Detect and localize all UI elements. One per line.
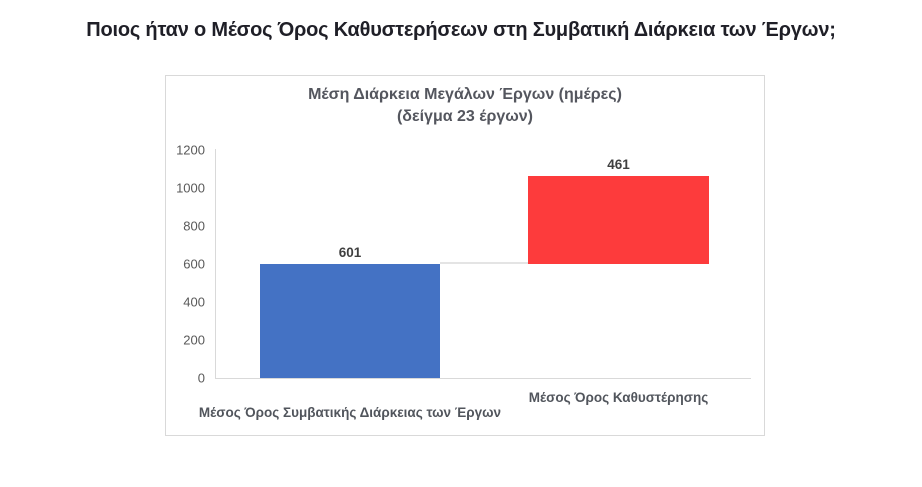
y-tick-label: 200 bbox=[183, 332, 205, 348]
y-tick-label: 0 bbox=[197, 370, 205, 386]
chart-title: Μέση Διάρκεια Μεγάλων Έργων (ημέρες) bbox=[308, 86, 622, 103]
y-tick-label: 600 bbox=[183, 256, 205, 272]
bar-contract-duration bbox=[260, 263, 440, 378]
bar-delay bbox=[528, 176, 709, 264]
chart-card: Μέση Διάρκεια Μεγάλων Έργων (ημέρες) (δε… bbox=[165, 75, 765, 436]
waterfall-connector-line bbox=[440, 261, 528, 264]
page-title: Ποιος ήταν ο Μέσος Όρος Καθυστερήσεων στ… bbox=[86, 19, 836, 41]
bar-value-label: 601 bbox=[338, 244, 362, 260]
x-axis-line bbox=[215, 378, 751, 379]
x-category-label: Μέσος Όρος Καθυστέρησης bbox=[528, 390, 709, 405]
plot-area: 0 200 400 600 800 1000 1200 601 461 Μέσος Όρος … bbox=[176, 144, 751, 419]
y-tick-label: 800 bbox=[183, 218, 205, 234]
bar-value-label: 461 bbox=[607, 157, 630, 173]
y-tick-label: 1000 bbox=[176, 180, 205, 196]
chart-subtitle: (δείγμα 23 έργων) bbox=[396, 108, 534, 125]
y-tick-label: 1200 bbox=[176, 142, 205, 158]
y-tick-label: 400 bbox=[183, 294, 205, 310]
x-category-label: Μέσος Όρος Συμβατικής Διάρκειας των Έργω… bbox=[198, 405, 502, 420]
y-axis-line bbox=[215, 149, 216, 379]
